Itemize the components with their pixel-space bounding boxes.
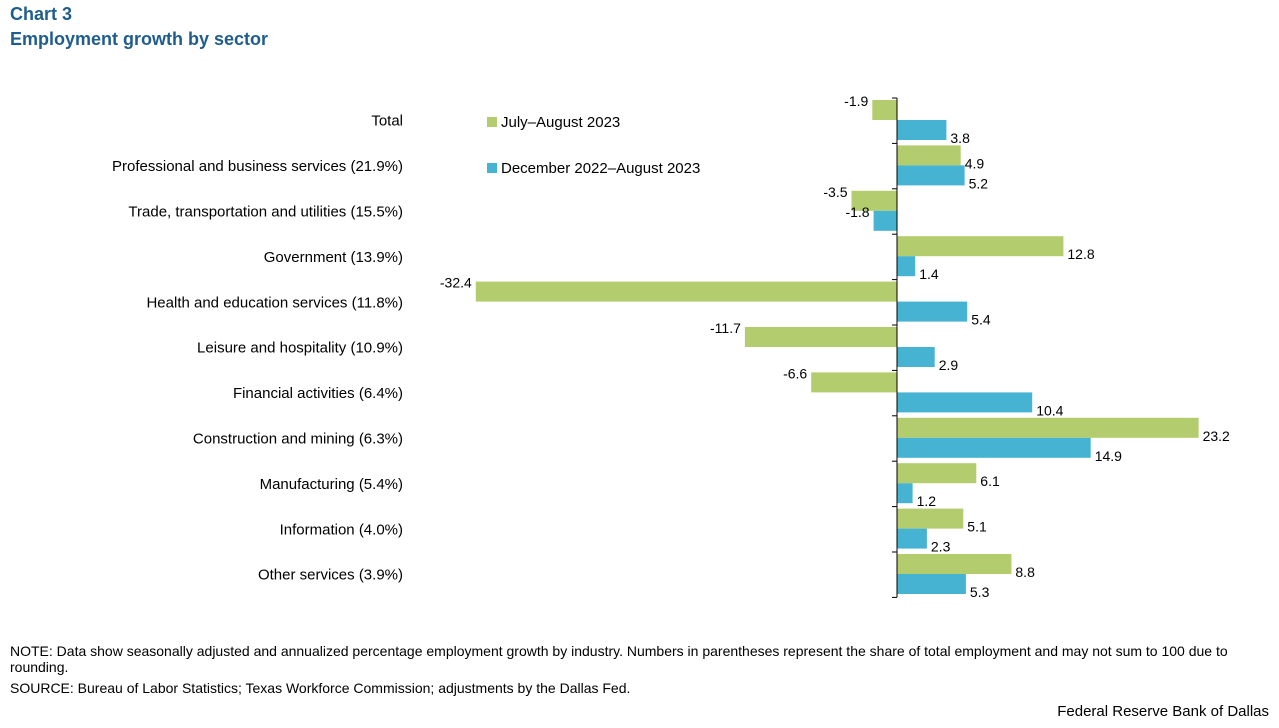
- bar: [897, 508, 964, 529]
- bar: [744, 327, 897, 347]
- chart-number: Chart 3: [10, 4, 73, 24]
- bar: [897, 463, 977, 484]
- category-label: Information (4.0%): [280, 521, 403, 538]
- legend-swatch: [487, 117, 497, 127]
- data-label: 23.2: [1203, 428, 1230, 444]
- bar: [897, 437, 1091, 458]
- bar: [897, 165, 965, 186]
- bar: [897, 145, 961, 166]
- bar: [897, 574, 966, 594]
- data-label: 5.2: [969, 175, 989, 191]
- category-label: Leisure and hospitality (10.9%): [197, 340, 403, 357]
- data-label: -3.5: [823, 184, 847, 200]
- organization-credit: Federal Reserve Bank of Dallas: [1057, 703, 1269, 720]
- data-label: 14.9: [1095, 448, 1122, 464]
- category-label: Other services (3.9%): [258, 567, 403, 584]
- bar: [873, 210, 897, 231]
- legend-label: December 2022–August 2023: [501, 160, 700, 177]
- bar: [897, 256, 916, 277]
- category-labels-layer: Total Professional and business services …: [112, 113, 403, 584]
- bar: [897, 483, 913, 504]
- category-label: Manufacturing (5.4%): [260, 476, 403, 493]
- data-label: 10.4: [1036, 402, 1063, 418]
- bar: [897, 417, 1199, 438]
- category-label: Financial activities (6.4%): [233, 385, 403, 402]
- bar: [897, 120, 947, 140]
- data-label: -32.4: [440, 275, 472, 291]
- chart-note: NOTE: Data show seasonally adjusted and …: [10, 643, 1228, 675]
- bar: [851, 190, 897, 211]
- bar: [897, 554, 1012, 574]
- category-label: Health and education services (11.8%): [146, 294, 403, 311]
- bars-layer: [475, 100, 1199, 594]
- legend: July–August 2023 December 2022–August 202…: [487, 114, 700, 177]
- bar: [872, 100, 897, 120]
- data-label: 6.1: [980, 473, 1000, 489]
- category-label: Construction and mining (6.3%): [193, 431, 403, 448]
- data-label: 8.8: [1015, 564, 1035, 580]
- category-label: Government (13.9%): [264, 249, 403, 266]
- bar: [897, 392, 1033, 413]
- category-label: Total: [371, 113, 403, 130]
- legend-swatch: [487, 163, 497, 173]
- category-axis: [892, 97, 898, 598]
- bar: [811, 372, 897, 393]
- data-label: 5.1: [967, 519, 987, 535]
- data-label: 1.4: [919, 266, 939, 282]
- data-label: 4.9: [965, 155, 985, 171]
- data-label: 5.4: [971, 312, 991, 328]
- category-label: Professional and business services (21.9…: [112, 158, 403, 175]
- chart-source: SOURCE: Bureau of Labor Statistics; Texa…: [10, 680, 631, 696]
- data-label: 3.8: [950, 130, 970, 146]
- value-labels-layer: -1.9 3.8 4.9 5.2 -3.5 -1.8 12.8 1.4 -32.4 5.4 -11.…: [440, 93, 1230, 600]
- data-label: -1.9: [844, 93, 868, 109]
- data-label: 5.3: [970, 584, 990, 600]
- bar: [897, 236, 1064, 257]
- category-label: Trade, transportation and utilities (15.…: [128, 204, 403, 221]
- bar: [897, 528, 927, 549]
- data-label: -11.7: [710, 320, 741, 336]
- bar: [475, 281, 897, 302]
- chart-title: Employment growth by sector: [10, 29, 269, 49]
- bar: [897, 301, 968, 322]
- bar: [897, 347, 935, 367]
- data-label: -1.8: [845, 204, 869, 220]
- data-label: 2.9: [939, 357, 959, 373]
- data-label: -6.6: [783, 365, 807, 381]
- data-label: 1.2: [917, 493, 937, 509]
- data-label: 12.8: [1067, 246, 1094, 262]
- legend-label: July–August 2023: [501, 114, 620, 131]
- data-label: 2.3: [931, 539, 951, 555]
